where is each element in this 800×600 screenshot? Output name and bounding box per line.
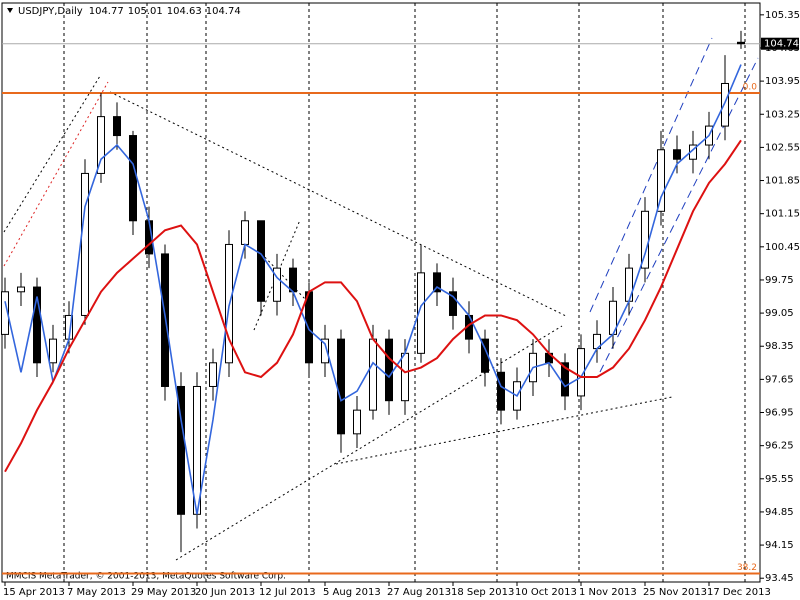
x-tick-label: 29 May 2013 <box>131 587 196 598</box>
trendline <box>175 325 563 561</box>
candle-body <box>33 286 41 364</box>
trendlines <box>3 37 759 561</box>
candle-body <box>721 82 729 127</box>
y-tick-label: 94.85 <box>765 507 794 518</box>
candle-body <box>129 135 137 222</box>
trendline <box>3 81 109 267</box>
candle-body <box>1 291 9 335</box>
y-tick-label: 101.15 <box>765 209 800 220</box>
y-tick-label: 103.25 <box>765 109 800 120</box>
candle-body <box>305 291 313 364</box>
x-tick-label: 25 Nov 2013 <box>643 587 707 598</box>
moving-average <box>4 64 742 515</box>
candle-body <box>97 116 105 174</box>
trendline <box>335 396 673 465</box>
x-tick-label: 17 Dec 2013 <box>707 587 771 598</box>
fib-label: 38.2 <box>737 563 757 573</box>
trendline <box>3 75 101 233</box>
y-tick-label: 101.85 <box>765 176 800 187</box>
candle-body <box>433 272 441 293</box>
candle-body <box>673 149 681 160</box>
y-tick-label: 102.55 <box>765 142 800 153</box>
candle-body <box>337 338 345 435</box>
price-box <box>761 37 799 50</box>
y-tick-label: 99.75 <box>765 275 794 286</box>
x-tick-label: 7 May 2013 <box>67 587 126 598</box>
watermark: MMCIS MetaTrader, © 2001-2013, MetaQuote… <box>6 572 286 582</box>
moving-average <box>4 139 742 473</box>
grid <box>63 3 746 582</box>
price-box-label: 104.74 <box>764 39 799 50</box>
candle-body <box>401 352 409 402</box>
ohlc-low: 104.63 <box>167 6 202 17</box>
candle-body <box>385 338 393 402</box>
y-tick-label: 103.95 <box>765 76 800 87</box>
chart-header: USDJPY,Daily 104.77 105.01 104.63 104.74 <box>18 6 241 17</box>
candle-body <box>417 272 425 354</box>
candle-body <box>353 409 361 435</box>
fib-label: 0.0 <box>743 82 758 92</box>
x-tick-label: 10 Oct 2013 <box>515 587 577 598</box>
y-tick-label: 93.45 <box>765 573 794 584</box>
y-tick-label: 105.35 <box>765 10 800 21</box>
x-tick-label: 18 Sep 2013 <box>451 587 514 598</box>
x-tick-label: 12 Jul 2013 <box>259 587 316 598</box>
x-tick-label: 15 Apr 2013 <box>3 587 65 598</box>
y-tick-label: 96.95 <box>765 408 794 419</box>
candle-body <box>273 267 281 302</box>
y-tick-label: 99.05 <box>765 308 794 319</box>
candle-body <box>17 286 25 293</box>
candle-body <box>241 220 249 245</box>
candle-body <box>561 362 569 397</box>
candle-body <box>737 41 745 45</box>
x-tick-label: 20 Jun 2013 <box>195 587 255 598</box>
menu-arrow <box>7 8 13 13</box>
candle-body <box>177 385 185 515</box>
ohlc-high: 105.01 <box>128 6 163 17</box>
candle-body <box>497 371 505 411</box>
candle-body <box>113 116 121 137</box>
y-tick-label: 96.25 <box>765 441 794 452</box>
symbol: USDJPY,Daily <box>18 6 83 17</box>
candle-body <box>449 291 457 316</box>
candle-body <box>657 149 665 212</box>
candle-body <box>81 172 89 316</box>
candle-body <box>209 362 217 387</box>
x-tick-label: 27 Aug 2013 <box>387 587 451 598</box>
y-tick-label: 95.55 <box>765 474 794 485</box>
ohlc-close: 104.74 <box>206 6 241 17</box>
candle-body <box>289 267 297 293</box>
channel-line <box>589 37 713 313</box>
candle-body <box>49 338 57 364</box>
channel-line <box>599 57 759 373</box>
x-tick-label: 5 Aug 2013 <box>323 587 381 598</box>
candle-body <box>321 338 329 364</box>
y-tick-label: 94.15 <box>765 540 794 551</box>
ohlc-open: 104.77 <box>89 6 124 17</box>
candle-body <box>257 220 265 302</box>
candle-body <box>369 338 377 411</box>
y-tick-label: 97.65 <box>765 374 794 385</box>
y-tick-label: 98.35 <box>765 341 794 352</box>
trendline <box>257 249 307 301</box>
x-tick-label: 1 Nov 2013 <box>579 587 637 598</box>
plot-frame <box>1 2 761 583</box>
y-tick-label: 100.45 <box>765 242 800 253</box>
